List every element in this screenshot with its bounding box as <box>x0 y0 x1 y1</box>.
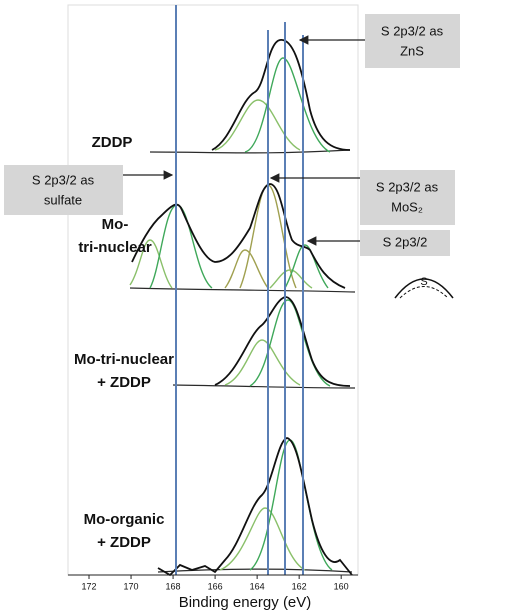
annotation: S 2p3/2 as <box>376 179 439 194</box>
annotation: S 2p3/2 <box>383 234 428 249</box>
sketch-label: S <box>420 276 427 288</box>
x-tick-label: 168 <box>166 581 181 591</box>
annotation: MoS₂ <box>391 199 423 214</box>
spectrum-label: ZDDP <box>92 134 133 151</box>
x-tick-label: 170 <box>124 581 139 591</box>
x-tick-label: 162 <box>292 581 307 591</box>
spectrum <box>172 296 356 389</box>
annotation-box <box>4 165 123 215</box>
annotation: sulfate <box>44 192 82 207</box>
spectrum <box>129 183 356 293</box>
spectrum-label: tri-nuclear <box>78 239 152 256</box>
spectrum <box>157 437 353 577</box>
annotation: S 2p3/2 as <box>381 23 444 38</box>
spectrum-label: + ZDDP <box>97 374 151 391</box>
annotation-box <box>360 230 450 256</box>
spectrum-label: Mo-tri-nuclear <box>74 351 174 368</box>
spectrum <box>149 39 351 154</box>
spectrum-label: Mo-organic <box>84 511 165 528</box>
annotation-box <box>365 14 460 68</box>
x-tick-label: 172 <box>81 581 96 591</box>
x-tick-label: 160 <box>334 581 349 591</box>
annotation-box <box>360 170 455 225</box>
x-tick-label: 166 <box>208 581 223 591</box>
x-tick-label: 164 <box>250 581 265 591</box>
annotation: S 2p3/2 as <box>32 172 95 187</box>
x-axis-title: Binding energy (eV) <box>179 594 312 611</box>
spectrum-label: + ZDDP <box>97 534 151 551</box>
annotation: ZnS <box>400 43 424 58</box>
sketch <box>399 286 449 299</box>
spectrum-label: Mo- <box>102 216 129 233</box>
sketch <box>394 278 454 299</box>
